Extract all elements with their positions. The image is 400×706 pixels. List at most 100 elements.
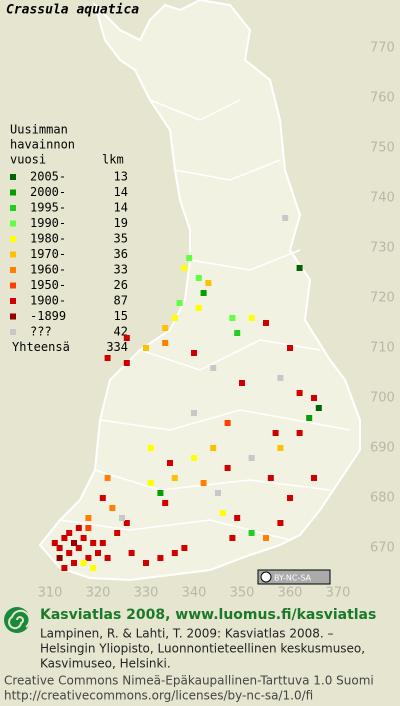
legend-label: 2005- [30, 170, 66, 184]
legend-swatch [10, 189, 16, 196]
x-grid-label: 340 [182, 586, 207, 601]
region-borders [59, 99, 351, 541]
legend-swatch [10, 236, 16, 242]
observation [104, 475, 111, 481]
brand: Kasviatlas 2008, www.luomus.fi/kasviatla… [40, 607, 376, 623]
legend-swatch [10, 220, 16, 227]
observation [296, 430, 303, 436]
legend-count: 36 [114, 247, 128, 261]
land [38, 0, 361, 582]
observation [311, 475, 317, 481]
legend-swatch [10, 329, 16, 335]
observation [104, 355, 111, 361]
observation [128, 550, 135, 556]
observation [71, 560, 77, 566]
logo [4, 607, 31, 633]
observation [277, 445, 284, 451]
observation [104, 555, 111, 561]
observation [147, 480, 154, 486]
observation [306, 415, 313, 421]
observation [75, 545, 82, 551]
observation [80, 535, 87, 541]
observation [263, 320, 269, 326]
badge-icon [260, 571, 272, 583]
x-grid-label: 350 [230, 586, 255, 601]
observation [109, 505, 116, 511]
observation [248, 455, 255, 461]
license: http://creativecommons.org/licenses/by-n… [4, 689, 313, 703]
observation [162, 325, 169, 331]
x-grid-label: 370 [326, 586, 351, 601]
observation [66, 550, 73, 556]
observation [114, 530, 121, 536]
legend-count: 26 [114, 278, 128, 292]
legend-swatch [10, 313, 16, 320]
observation [95, 550, 101, 556]
observation [119, 515, 125, 521]
observation [219, 510, 226, 516]
logo-spiral [8, 609, 31, 630]
y-grid-label: 730 [370, 241, 395, 256]
legend-swatch [10, 298, 16, 304]
observation [296, 390, 303, 396]
citation: Lampinen, R. & Lahti, T. 2009: Kasviatla… [40, 627, 334, 641]
license: Creative Commons Nimeä-Epäkaupallinen-Ta… [4, 674, 374, 688]
observation [224, 465, 231, 471]
y-grid-label: 690 [370, 441, 395, 456]
legend-label: 1990- [30, 216, 66, 230]
observation [71, 540, 77, 546]
legend-label: 1995- [30, 201, 66, 215]
legend-label: 2000- [30, 185, 66, 199]
observation [200, 480, 207, 486]
observation [229, 315, 236, 321]
observation [80, 560, 87, 566]
observation [90, 565, 97, 571]
y-grid-label: 760 [370, 91, 395, 106]
observation [181, 545, 188, 551]
legend-count: 33 [114, 263, 128, 277]
observation [277, 375, 284, 381]
y-grid-label: 750 [370, 141, 395, 156]
legend-label: 1950- [30, 278, 66, 292]
legend-heading: havainnon [10, 138, 75, 152]
badge-text: BY-NC-SA [274, 574, 312, 583]
observation [157, 555, 164, 561]
observation [224, 420, 231, 426]
legend-swatch [10, 282, 16, 289]
legend-col: vuosi [10, 153, 46, 167]
observation [123, 360, 130, 366]
observation [277, 520, 284, 526]
observation [267, 475, 274, 481]
observation [248, 530, 255, 536]
observation [210, 365, 217, 371]
observation [75, 525, 82, 531]
observation [234, 515, 241, 521]
cc-badge: BY-NC-SA [257, 569, 331, 585]
badge-box [257, 569, 331, 585]
observation [191, 410, 197, 416]
observation [56, 545, 63, 551]
observation [176, 300, 183, 306]
citation: Kasvimuseo, Helsinki. [40, 657, 171, 671]
observation [61, 565, 68, 571]
legend-swatch [10, 205, 16, 211]
observation [181, 265, 188, 271]
observation [99, 540, 106, 546]
observation [315, 405, 322, 411]
observation [162, 500, 169, 506]
y-grid-label: 740 [370, 191, 395, 206]
legend-count: 35 [114, 232, 128, 246]
observation [239, 380, 245, 386]
observation [167, 460, 173, 466]
legend-label: 1970- [30, 247, 66, 261]
legend-label: 1900- [30, 294, 66, 308]
y-grid-label: 670 [370, 541, 395, 556]
observation [248, 315, 255, 321]
observation [157, 490, 164, 496]
legend-count: 19 [114, 216, 128, 230]
observation [186, 255, 193, 261]
y-grid-label: 700 [370, 391, 395, 406]
observation [215, 490, 221, 496]
legend-label: -1899 [30, 309, 66, 323]
legend-count: 13 [114, 170, 128, 184]
